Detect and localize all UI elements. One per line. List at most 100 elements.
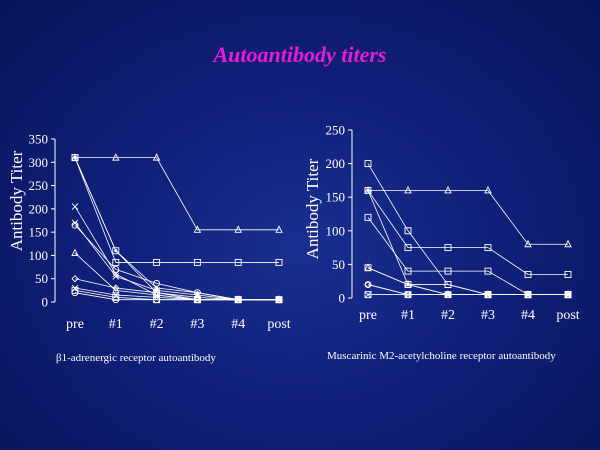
y-tick-label: 50 [332, 257, 345, 272]
y-tick-label: 300 [29, 155, 49, 170]
data-point-circle [71, 221, 79, 229]
data-point-x [112, 273, 120, 280]
data-point-square [71, 286, 79, 294]
data-point-square [112, 293, 120, 301]
data-point-square [484, 291, 492, 299]
x-category-label: pre [66, 317, 84, 332]
y-tick-label: 200 [326, 156, 346, 171]
series-7 [364, 263, 572, 298]
x-category-label: #4 [521, 308, 535, 323]
data-point-square [564, 291, 572, 299]
data-point-square [404, 227, 412, 235]
series-line [368, 190, 568, 245]
series-6 [364, 264, 572, 299]
data-point-square [275, 258, 283, 266]
x-category-label: #1 [401, 308, 415, 323]
data-point-circle [193, 296, 201, 304]
data-point-circle [112, 296, 120, 304]
data-point-square [364, 187, 372, 194]
x-category-label: #2 [441, 308, 455, 323]
data-point-square [564, 271, 572, 278]
data-point-square [484, 267, 492, 275]
x-category-label: #4 [231, 317, 245, 332]
x-category-label: pre [359, 308, 377, 323]
data-point-circle [234, 296, 242, 304]
data-point-square [404, 267, 412, 275]
x-category-label: post [556, 308, 579, 323]
series-2 [364, 160, 572, 299]
data-point-square [153, 258, 161, 266]
data-point-square [364, 160, 372, 168]
data-point-circle [71, 289, 79, 297]
data-point-triangle [404, 280, 412, 288]
data-point-circle [364, 281, 372, 289]
data-point-square [444, 281, 452, 289]
data-point-triangle [444, 185, 452, 194]
series-8 [71, 248, 283, 303]
series-line [367, 217, 568, 296]
data-point-square [484, 244, 492, 252]
series-12 [71, 289, 283, 304]
data-point-square [112, 258, 120, 266]
data-point-dot [155, 286, 159, 290]
x-category-label: #3 [481, 308, 495, 323]
series-3 [364, 187, 572, 278]
y-tick-label: 250 [29, 178, 49, 193]
data-point-triangle [234, 225, 242, 233]
series-line [367, 267, 568, 296]
x-category-label: #2 [150, 317, 164, 332]
chart-beta1-adrenergic: 0 50 100 150 200 250 300 350 pre #1 #2 #3 #4 post Anti… [7, 132, 291, 333]
slide-title: Autoantibody titers [213, 42, 387, 67]
y-tick-label: 200 [29, 201, 49, 216]
data-point-dot [366, 188, 370, 193]
data-point-triangle [152, 153, 161, 161]
data-point-square [404, 291, 412, 299]
data-point-triangle [364, 263, 372, 271]
data-point-x [71, 203, 79, 210]
data-point-diamond [71, 275, 79, 283]
data-point-triangle [484, 185, 492, 194]
data-point-triangle [404, 185, 412, 194]
series-line [74, 157, 279, 263]
y-tick-label: 150 [326, 190, 346, 205]
y-tick-label: 350 [29, 132, 49, 147]
series-line [74, 157, 279, 301]
data-point-square [524, 291, 532, 299]
y-tick-label: 0 [339, 291, 346, 306]
y-axis-title: Antibody Titer [7, 150, 26, 251]
y-tick-label: 100 [29, 248, 49, 263]
y-tick-label: 250 [326, 123, 346, 138]
y-tick-label: 150 [29, 225, 49, 240]
series-11 [364, 291, 572, 299]
x-category-label: #1 [109, 317, 123, 332]
data-point-circle [153, 279, 161, 287]
series-line [367, 190, 568, 275]
data-point-square [112, 247, 120, 255]
chart-m2-muscarinic: 0 50 100 150 200 250 pre #1 #2 #3 #4 post Antibody T… [303, 123, 580, 324]
data-point-square [71, 154, 79, 162]
caption-beta1-adrenergic: β1-adrenergic receptor autoantibody [56, 352, 216, 364]
x-category-label: #3 [190, 317, 204, 332]
y-tick-label: 100 [326, 223, 346, 238]
data-point-square [364, 291, 372, 299]
data-point-square [234, 258, 242, 266]
series-2 [71, 154, 283, 266]
series-line [74, 157, 279, 301]
data-point-triangle [193, 225, 202, 233]
data-point-square [444, 244, 452, 252]
series-line [74, 292, 279, 301]
data-point-square [444, 291, 452, 299]
data-point-triangle [112, 153, 120, 161]
y-tick-label: 0 [42, 295, 49, 310]
data-point-diamond [152, 289, 161, 297]
series-line [367, 190, 568, 296]
data-point-triangle [524, 239, 532, 248]
data-point-square [444, 267, 452, 275]
series-4 [71, 154, 283, 304]
data-point-triangle [564, 239, 572, 248]
data-point-x [71, 219, 79, 227]
data-point-circle [275, 296, 283, 304]
series-line [367, 267, 568, 296]
series-line [75, 157, 279, 231]
